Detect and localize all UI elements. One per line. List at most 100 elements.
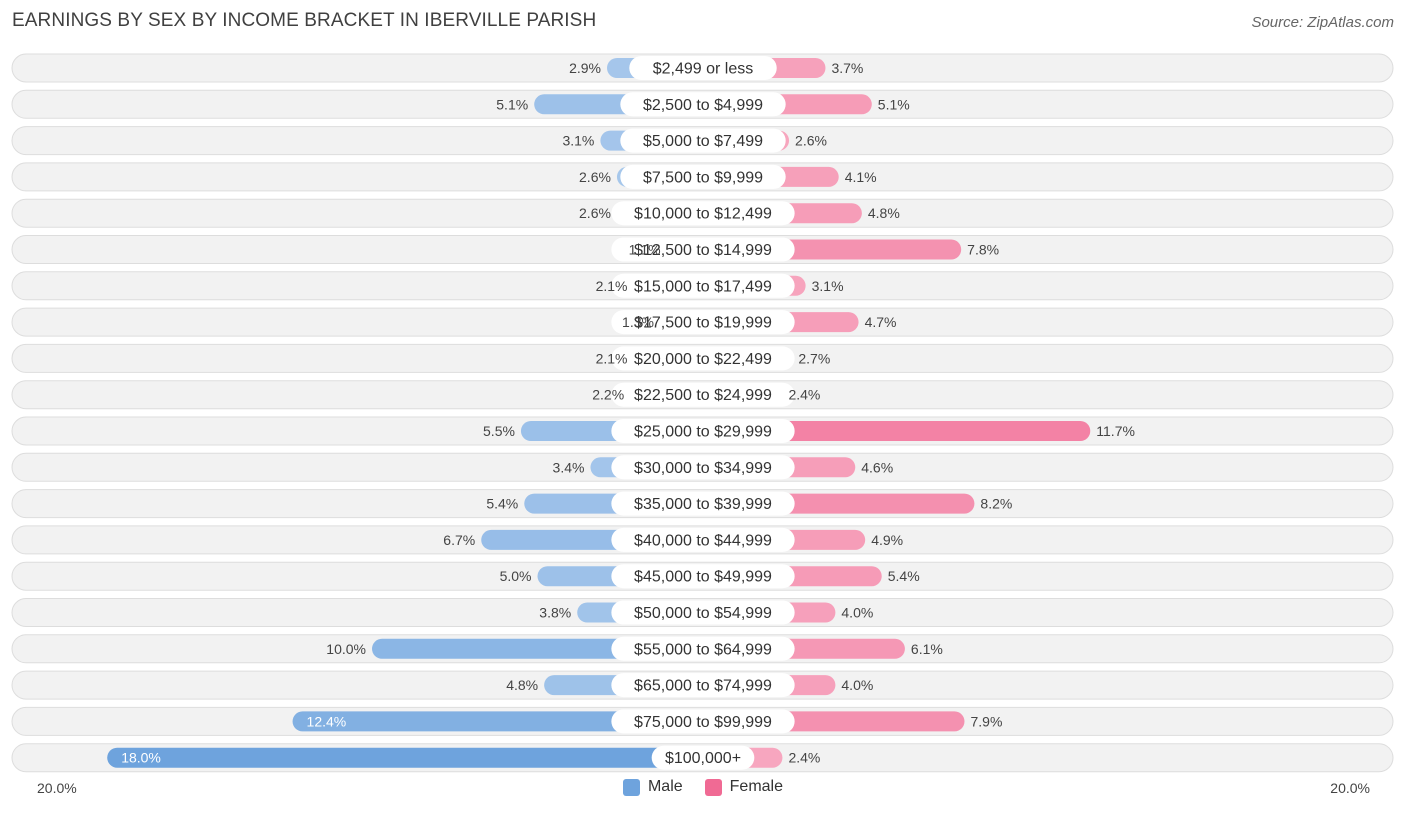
category-label-bg	[611, 455, 795, 480]
category-label-bg	[620, 164, 786, 189]
category-label-bg	[651, 745, 755, 770]
chart-row: $10,000 to $12,499 2.6% 4.8%	[11, 198, 1394, 228]
female-value-label: 6.1%	[911, 641, 943, 657]
category-label: $75,000 to $99,999	[634, 714, 772, 731]
category-label-bg	[611, 491, 795, 516]
female-value-label: 4.8%	[868, 205, 900, 221]
category-label-bg	[611, 673, 795, 698]
category-label-bg	[611, 600, 795, 625]
category-label-bg	[629, 56, 777, 80]
male-bar	[292, 711, 703, 732]
category-label: $17,500 to $19,999	[634, 315, 772, 332]
category-label: $2,500 to $4,999	[643, 97, 763, 114]
legend-item-male[interactable]: Male	[622, 778, 683, 796]
chart-row: $65,000 to $74,999 4.8% 4.0%	[11, 670, 1394, 700]
axis-left-label: 20.0%	[37, 780, 77, 796]
chart-row: $20,000 to $22,499 2.1% 2.7%	[11, 343, 1394, 373]
chart-row: $2,499 or less 2.9% 3.7%	[11, 53, 1394, 83]
male-value-label: 5.0%	[500, 568, 532, 584]
female-value-label: 11.7%	[1096, 423, 1135, 439]
male-value-label: 5.1%	[496, 96, 528, 112]
male-value-label: 12.4%	[307, 713, 347, 729]
chart-title: EARNINGS BY SEX BY INCOME BRACKET IN IBE…	[12, 10, 597, 31]
category-label-bg	[620, 128, 786, 153]
female-value-label: 5.4%	[888, 568, 920, 584]
female-value-label: 2.7%	[798, 350, 830, 366]
category-label-bg	[611, 527, 795, 552]
chart-canvas: $2,499 or less 2.9% 3.7% $2,500 to $4,999 5.…	[11, 53, 1394, 773]
female-value-label: 4.0%	[841, 605, 873, 621]
category-label: $45,000 to $49,999	[634, 569, 772, 586]
legend: Male Female	[0, 778, 1406, 796]
female-value-label: 4.7%	[865, 314, 897, 330]
category-label: $2,499 or less	[653, 61, 754, 78]
male-swatch-icon	[622, 778, 640, 796]
female-bar	[703, 421, 1091, 441]
female-value-label: 4.6%	[861, 459, 893, 475]
male-value-label: 3.8%	[539, 605, 571, 621]
male-value-label: 4.8%	[506, 677, 538, 693]
category-label-bg	[611, 564, 795, 589]
female-value-label: 4.9%	[871, 532, 903, 548]
female-value-label: 7.8%	[967, 242, 999, 258]
chart-row: $50,000 to $54,999 3.8% 4.0%	[11, 598, 1394, 627]
category-label: $35,000 to $39,999	[634, 496, 772, 513]
category-label-bg	[620, 92, 786, 117]
female-swatch-icon	[704, 778, 722, 796]
category-label: $25,000 to $29,999	[634, 424, 772, 441]
source-credit: Source: ZipAtlas.com	[1251, 14, 1394, 31]
category-label: $15,000 to $17,499	[634, 278, 772, 295]
male-value-label: 2.6%	[579, 169, 611, 185]
chart-row: $5,000 to $7,499 3.1% 2.6%	[11, 126, 1394, 156]
male-value-label: 2.6%	[579, 205, 611, 221]
female-value-label: 4.1%	[845, 169, 877, 185]
category-label-bg	[611, 237, 795, 262]
category-label: $55,000 to $64,999	[634, 641, 772, 658]
male-value-label: 1.3%	[622, 314, 654, 330]
category-label-bg	[611, 382, 795, 407]
chart-row: $30,000 to $34,999 3.4% 4.6%	[11, 452, 1394, 482]
female-value-label: 8.2%	[980, 496, 1012, 512]
category-label: $100,000+	[665, 750, 741, 767]
chart-row: $55,000 to $64,999 10.0% 6.1%	[11, 634, 1394, 664]
male-value-label: 6.7%	[443, 532, 475, 548]
female-value-label: 2.6%	[795, 133, 827, 149]
female-value-label: 3.7%	[831, 60, 863, 76]
chart-row: $100,000+ 18.0% 2.4%	[11, 743, 1394, 773]
male-value-label: 18.0%	[121, 750, 161, 766]
legend-male-label: Male	[647, 778, 683, 795]
male-value-label: 1.1%	[629, 242, 661, 258]
male-value-label: 2.9%	[569, 60, 601, 76]
chart-row: $2,500 to $4,999 5.1% 5.1%	[11, 89, 1394, 119]
category-label-bg	[611, 273, 795, 298]
male-value-label: 3.1%	[562, 133, 594, 149]
category-label: $40,000 to $44,999	[634, 532, 772, 549]
male-value-label: 3.4%	[553, 459, 585, 475]
chart-row: $35,000 to $39,999 5.4% 8.2%	[11, 489, 1394, 519]
male-value-label: 5.5%	[483, 423, 515, 439]
chart-row: $45,000 to $49,999 5.0% 5.4%	[11, 561, 1394, 591]
category-label: $12,500 to $14,999	[634, 242, 772, 259]
category-label: $30,000 to $34,999	[634, 460, 772, 477]
female-value-label: 2.4%	[788, 387, 820, 403]
chart-row: $15,000 to $17,499 2.1% 3.1%	[11, 271, 1394, 301]
category-label: $65,000 to $74,999	[634, 678, 772, 695]
category-label-bg	[611, 201, 795, 226]
female-value-label: 3.1%	[812, 278, 844, 294]
category-label-bg	[611, 636, 795, 661]
category-label: $50,000 to $54,999	[634, 605, 772, 622]
male-value-label: 2.1%	[596, 350, 628, 366]
category-label: $20,000 to $22,499	[634, 351, 772, 368]
chart-row: $75,000 to $99,999 12.4% 7.9%	[11, 706, 1394, 736]
category-label: $10,000 to $12,499	[634, 206, 772, 223]
category-label-bg	[611, 310, 795, 335]
legend-item-female[interactable]: Female	[704, 778, 783, 796]
axis-right-label: 20.0%	[1330, 780, 1370, 796]
female-value-label: 7.9%	[970, 713, 1002, 729]
category-label: $5,000 to $7,499	[643, 133, 763, 150]
chart-row: $25,000 to $29,999 5.5% 11.7%	[11, 416, 1394, 446]
chart-row: $22,500 to $24,999 2.2% 2.4%	[11, 380, 1394, 410]
category-label: $22,500 to $24,999	[634, 387, 772, 404]
